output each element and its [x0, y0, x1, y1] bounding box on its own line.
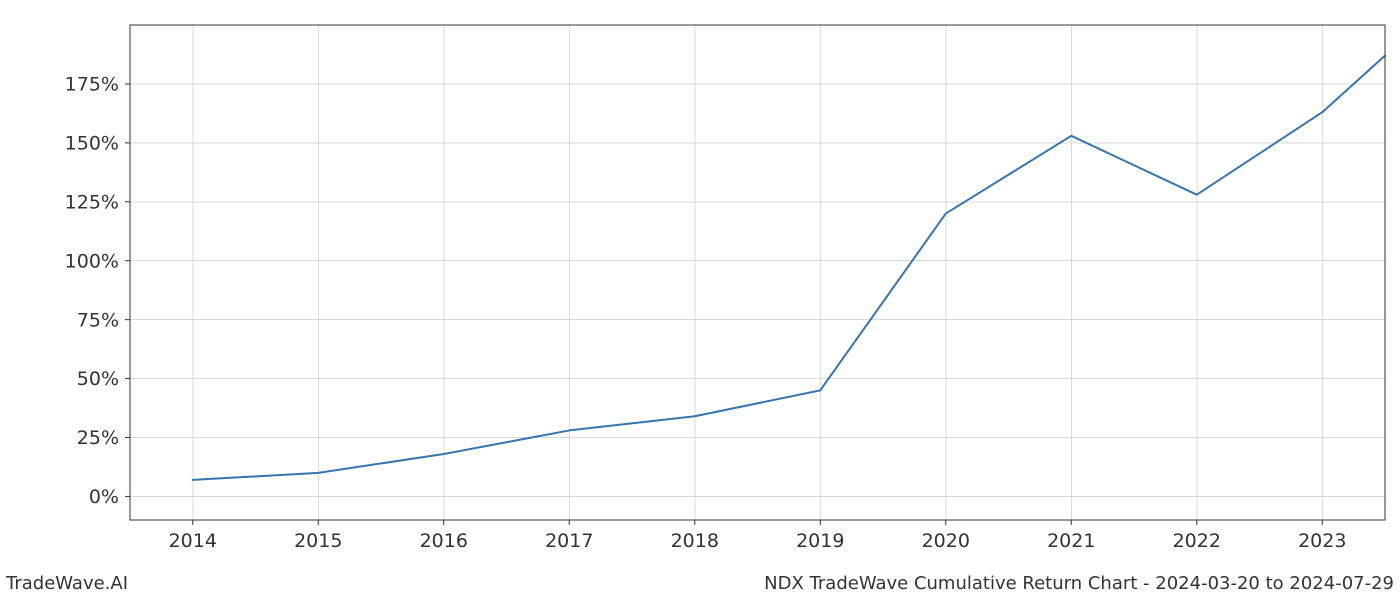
x-tick-label: 2015	[294, 530, 342, 552]
y-tick-label: 150%	[65, 133, 119, 155]
x-tick-label: 2023	[1298, 530, 1346, 552]
y-tick-label: 25%	[77, 427, 119, 449]
x-tick-label: 2022	[1173, 530, 1221, 552]
x-tick-label: 2019	[796, 530, 844, 552]
y-tick-label: 75%	[77, 309, 119, 331]
x-tick-label: 2020	[922, 530, 970, 552]
footer-right-text: NDX TradeWave Cumulative Return Chart - …	[764, 573, 1394, 594]
y-tick-label: 175%	[65, 74, 119, 96]
footer-left-text: TradeWave.AI	[6, 573, 128, 594]
y-tick-label: 125%	[65, 191, 119, 213]
x-tick-label: 2021	[1047, 530, 1095, 552]
y-tick-label: 50%	[77, 368, 119, 390]
line-chart: 2014 2015 2016 2017 2018 2019 2020 2021 2022 2023…	[0, 0, 1400, 600]
chart-container: 2014 2015 2016 2017 2018 2019 2020 2021 2022 2023…	[0, 0, 1400, 600]
x-tick-label: 2014	[169, 530, 217, 552]
x-tick-label: 2017	[545, 530, 593, 552]
y-tick-label: 100%	[65, 250, 119, 272]
y-tick-label: 0%	[89, 486, 119, 508]
x-tick-label: 2018	[671, 530, 719, 552]
x-tick-label: 2016	[420, 530, 468, 552]
